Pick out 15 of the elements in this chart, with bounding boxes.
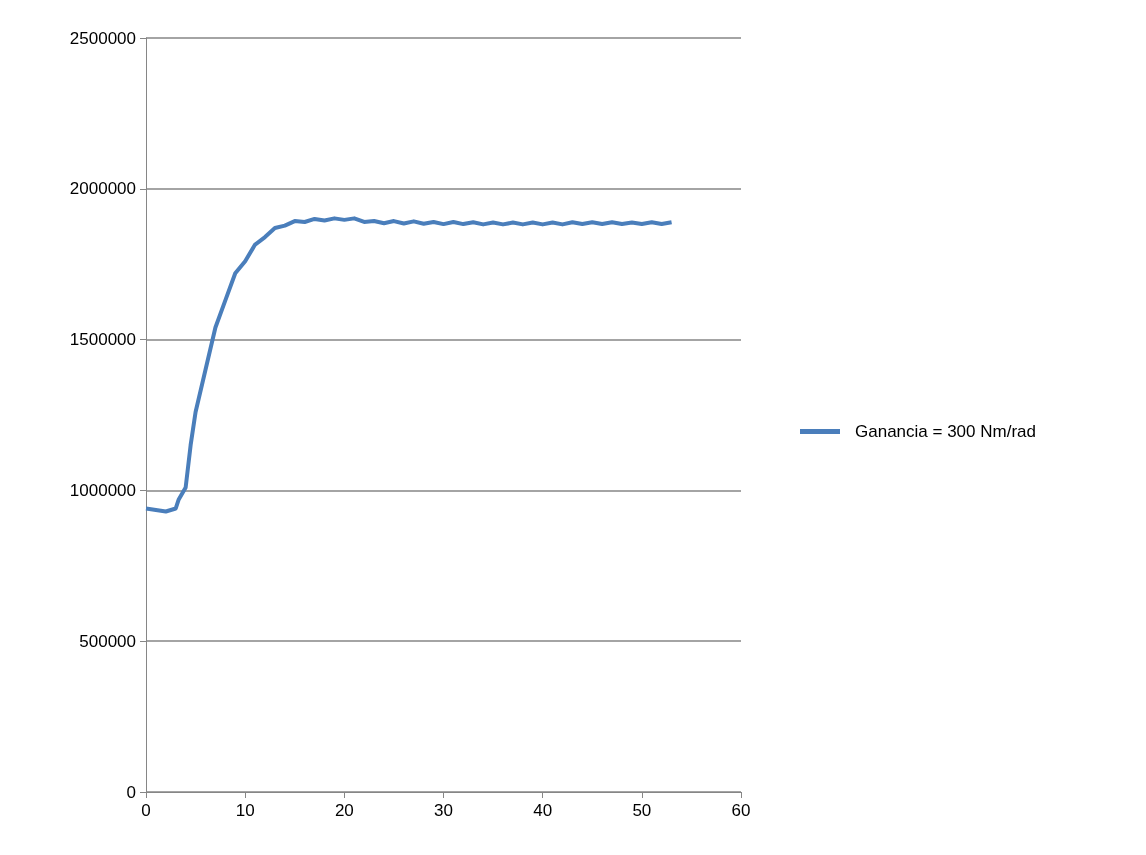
y-tick-label: 1500000: [69, 330, 136, 350]
y-tick-label: 500000: [79, 631, 136, 651]
x-tick-label: 10: [235, 801, 255, 820]
x-tick-label: 20: [334, 801, 354, 820]
x-tick-label: 30: [434, 801, 453, 820]
y-tick-label: 0: [126, 782, 136, 802]
y-tick-label: 2000000: [69, 179, 136, 199]
x-tick-label: 0: [141, 801, 151, 820]
x-tick-label: 40: [533, 801, 553, 820]
legend-label: Ganancia = 300 Nm/rad: [855, 422, 1036, 441]
y-tick-label: 2500000: [69, 28, 136, 48]
y-tick-label: 1000000: [69, 480, 136, 500]
line-series: [144, 216, 674, 514]
x-tick-label: 60: [731, 801, 751, 820]
x-tick-label: 50: [632, 801, 652, 820]
